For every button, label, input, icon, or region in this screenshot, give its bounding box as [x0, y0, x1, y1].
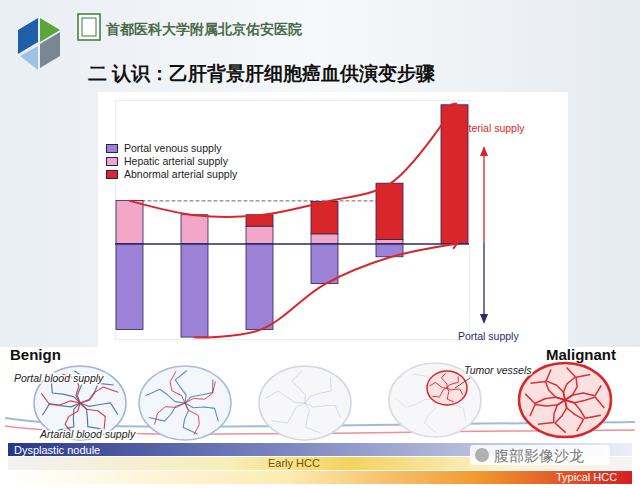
svg-text:Portal supply: Portal supply	[458, 330, 519, 342]
svg-text:Tumor vessels: Tumor vessels	[464, 364, 532, 376]
svg-text:Dysplastic nodule: Dysplastic nodule	[14, 444, 100, 456]
svg-text:Typical HCC: Typical HCC	[556, 471, 617, 483]
html-text:Abnormal arterial supply: Abnormal arterial supply	[124, 168, 238, 180]
svg-text:Early HCC: Early HCC	[268, 457, 320, 469]
html-text:Hepatic arterial supply: Hepatic arterial supply	[124, 155, 228, 167]
svg-text:Arterial supply: Arterial supply	[458, 122, 525, 134]
svg-text:Malignant: Malignant	[546, 346, 616, 363]
svg-text:Benign: Benign	[10, 346, 61, 363]
svg-text:Artarial blood supply: Artarial blood supply	[39, 428, 136, 440]
svg-text:腹部影像沙龙: 腹部影像沙龙	[494, 447, 584, 464]
svg-text:Portal blood supply: Portal blood supply	[14, 372, 104, 384]
svg-text:首都医科大学附属北京佑安医院: 首都医科大学附属北京佑安医院	[105, 21, 302, 37]
html-text:Portal venous supply: Portal venous supply	[124, 142, 222, 154]
svg-text:二 认识：乙肝背景肝细胞癌血供演变步骤: 二 认识：乙肝背景肝细胞癌血供演变步骤	[88, 63, 436, 84]
